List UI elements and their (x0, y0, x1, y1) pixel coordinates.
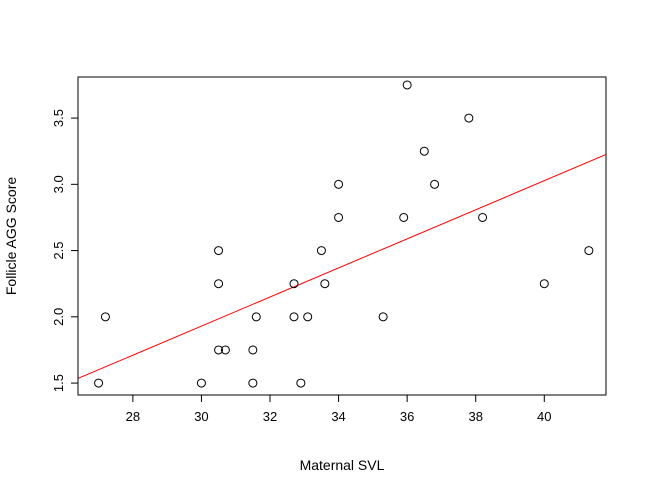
y-tick-label-2: 2.5 (51, 242, 66, 260)
data-point-25 (539, 279, 549, 289)
x-tick-label-0: 28 (126, 409, 140, 424)
data-point-12 (296, 378, 306, 388)
data-point-17 (334, 212, 344, 222)
plot-box (77, 76, 607, 396)
x-tick-label-3: 34 (331, 409, 345, 424)
y-tick-label-4: 3.5 (51, 109, 66, 127)
data-point-18 (378, 312, 388, 322)
plot-area (77, 76, 607, 396)
y-axis: 1.5 2.0 2.5 3.0 3.5 (51, 109, 79, 392)
x-axis: 28 30 32 34 36 38 40 (126, 394, 552, 424)
x-tick-label-4: 36 (400, 409, 414, 424)
regression-line (78, 154, 606, 379)
y-tick-label-1: 2.0 (51, 308, 66, 326)
y-tick-label-0: 1.5 (51, 374, 66, 392)
data-point-26 (584, 246, 594, 256)
data-point-7 (248, 345, 258, 355)
data-point-14 (316, 246, 326, 256)
data-point-15 (320, 279, 330, 289)
data-point-1 (100, 312, 110, 322)
data-point-11 (289, 312, 299, 322)
data-point-2 (196, 378, 206, 388)
data-point-9 (251, 312, 261, 322)
data-point-20 (402, 80, 412, 90)
data-point-22 (430, 179, 440, 189)
data-point-16 (334, 179, 344, 189)
x-tick-label-2: 32 (263, 409, 277, 424)
data-point-24 (478, 212, 488, 222)
x-axis-label: Maternal SVL (300, 457, 385, 473)
x-tick-label-1: 30 (194, 409, 208, 424)
data-point-3 (214, 246, 224, 256)
data-point-19 (399, 212, 409, 222)
data-point-4 (214, 279, 224, 289)
y-axis-label: Follicle AGG Score (3, 177, 19, 295)
data-point-23 (464, 113, 474, 123)
data-point-13 (303, 312, 313, 322)
data-point-5 (214, 345, 224, 355)
data-point-6 (220, 345, 230, 355)
data-point-10 (289, 279, 299, 289)
data-point-21 (419, 146, 429, 156)
x-tick-label-6: 40 (537, 409, 551, 424)
data-point-0 (94, 378, 104, 388)
y-tick-label-3: 3.0 (51, 175, 66, 193)
x-tick-label-5: 38 (468, 409, 482, 424)
data-point-8 (248, 378, 258, 388)
